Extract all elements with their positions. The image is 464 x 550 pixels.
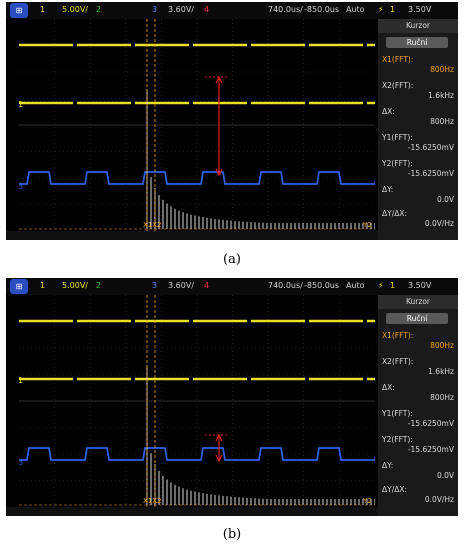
menu-logo-icon[interactable]: ⊞ <box>10 279 28 294</box>
bottom-bar <box>6 231 378 240</box>
ch3-trace <box>19 171 375 185</box>
y1-label[interactable]: Y1(FFT): <box>382 133 413 142</box>
dx-label: ΔX: <box>382 107 395 116</box>
dy-label: ΔY: <box>382 185 394 194</box>
ch2-number[interactable]: 2 <box>96 281 102 290</box>
ch3-ground-marker: 3 <box>19 182 23 191</box>
arrow-head-up <box>215 433 223 442</box>
y2-label[interactable]: Y2(FFT): <box>382 159 413 168</box>
y2-marker-label: Y2 <box>362 497 372 505</box>
timebase[interactable]: 740.0us/ <box>268 281 303 290</box>
oscilloscope-screen-a: ⊞ 1 5.00V/ 2 3 3.60V/ 4 740.0us/ -850.0u… <box>6 2 458 240</box>
x1-label[interactable]: X1(FFT): <box>382 331 414 340</box>
ch4-number[interactable]: 4 <box>204 5 210 14</box>
cursor-sidebar: Kurzor Ruční X1(FFT): 800Hz X2(FFT): 1.6… <box>378 19 458 240</box>
waveform-grid: X1X2 Y2 1 3 <box>19 295 375 507</box>
y2-value: -15.6250mV <box>407 169 454 178</box>
arrow-head-up <box>215 75 223 84</box>
cursor-mode-button[interactable]: Ruční <box>386 37 448 48</box>
trigger-mode[interactable]: Auto <box>346 281 365 290</box>
ch3-scale[interactable]: 3.60V/ <box>168 5 194 14</box>
trigger-icon[interactable]: ⚡ <box>378 5 384 14</box>
dx-label: ΔX: <box>382 383 395 392</box>
x2-value: 1.6kHz <box>428 367 454 376</box>
ch1-ground-marker: 1 <box>19 376 23 385</box>
ch1-number[interactable]: 1 <box>40 281 46 290</box>
arrow-head-down <box>215 454 223 463</box>
sidebar-title: Kurzor <box>378 295 458 309</box>
ch1-number[interactable]: 1 <box>40 5 46 14</box>
caption-a: (a) <box>223 252 241 267</box>
y1-value: -15.6250mV <box>407 143 454 152</box>
y1-value: -15.6250mV <box>407 419 454 428</box>
delay[interactable]: -850.0us <box>304 5 340 14</box>
ch3-ground-marker: 3 <box>19 458 23 467</box>
bottom-bar <box>6 507 378 516</box>
caption-b: (b) <box>222 527 242 542</box>
arrow-head-down <box>215 168 223 177</box>
timebase[interactable]: 740.0us/ <box>268 5 303 14</box>
trigger-mode[interactable]: Auto <box>346 5 365 14</box>
trigger-level[interactable]: 3.50V <box>408 5 432 14</box>
dy-value: 0.0V <box>436 471 454 480</box>
delay[interactable]: -850.0us <box>304 281 340 290</box>
x1-label[interactable]: X1(FFT): <box>382 55 414 64</box>
menu-logo-icon[interactable]: ⊞ <box>10 3 28 18</box>
status-bar: ⊞ 1 5.00V/ 2 3 3.60V/ 4 740.0us/ -850.0u… <box>6 2 458 19</box>
dy-label: ΔY: <box>382 461 394 470</box>
ch3-number[interactable]: 3 <box>152 281 158 290</box>
dydx-value: 0.0V/Hz <box>424 219 454 228</box>
x1-value: 800Hz <box>430 65 454 74</box>
ch3-number[interactable]: 3 <box>152 5 158 14</box>
trigger-level[interactable]: 3.50V <box>408 281 432 290</box>
dydx-label: ΔY/ΔX: <box>382 209 408 218</box>
x1-value: 800Hz <box>430 341 454 350</box>
dydx-value: 0.0V/Hz <box>424 495 454 504</box>
y1-label[interactable]: Y1(FFT): <box>382 409 413 418</box>
ch2-number[interactable]: 2 <box>96 5 102 14</box>
dydx-label: ΔY/ΔX: <box>382 485 408 494</box>
y2-marker-label: Y2 <box>362 221 372 229</box>
waveform-grid: X1X2 Y2 1 3 <box>19 19 375 231</box>
ch4-number[interactable]: 4 <box>204 281 210 290</box>
ch1-scale[interactable]: 5.00V/ <box>62 5 88 14</box>
trigger-icon[interactable]: ⚡ <box>378 281 384 290</box>
trigger-source[interactable]: 1 <box>390 281 396 290</box>
cursor-mode-button[interactable]: Ruční <box>386 313 448 324</box>
ch1-ground-marker: 1 <box>19 100 23 109</box>
cursor-marker-label: X1X2 <box>143 497 162 505</box>
oscilloscope-screen-b: ⊞ 1 5.00V/ 2 3 3.60V/ 4 740.0us/ -850.0u… <box>6 278 458 516</box>
status-bar: ⊞ 1 5.00V/ 2 3 3.60V/ 4 740.0us/ -850.0u… <box>6 278 458 295</box>
y2-label[interactable]: Y2(FFT): <box>382 435 413 444</box>
ch1-scale[interactable]: 5.00V/ <box>62 281 88 290</box>
dx-value: 800Hz <box>430 393 454 402</box>
cursor-marker-label: X1X2 <box>143 221 162 229</box>
dx-value: 800Hz <box>430 117 454 126</box>
y2-value: -15.6250mV <box>407 445 454 454</box>
cursor-sidebar: Kurzor Ruční X1(FFT): 800Hz X2(FFT): 1.6… <box>378 295 458 516</box>
sidebar-title: Kurzor <box>378 19 458 33</box>
ch3-trace <box>19 447 375 461</box>
trigger-source[interactable]: 1 <box>390 5 396 14</box>
x2-value: 1.6kHz <box>428 91 454 100</box>
x2-label[interactable]: X2(FFT): <box>382 81 414 90</box>
ch3-scale[interactable]: 3.60V/ <box>168 281 194 290</box>
x2-label[interactable]: X2(FFT): <box>382 357 414 366</box>
dy-value: 0.0V <box>436 195 454 204</box>
